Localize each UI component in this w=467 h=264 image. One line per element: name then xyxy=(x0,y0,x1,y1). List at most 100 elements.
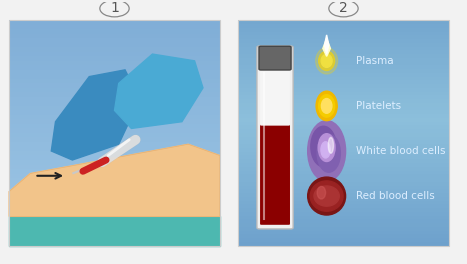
Polygon shape xyxy=(325,35,329,54)
Bar xyxy=(238,125,449,129)
Bar xyxy=(238,80,449,84)
Bar xyxy=(238,77,449,80)
Bar xyxy=(9,47,220,52)
Bar xyxy=(9,29,220,34)
Polygon shape xyxy=(51,70,140,160)
Bar xyxy=(238,219,449,223)
Bar xyxy=(238,107,449,110)
Bar xyxy=(9,88,220,92)
Bar xyxy=(238,69,449,73)
Bar xyxy=(238,24,449,28)
Bar xyxy=(238,73,449,77)
Ellipse shape xyxy=(317,186,325,199)
Bar xyxy=(238,43,449,46)
Bar xyxy=(9,43,220,47)
Bar xyxy=(238,223,449,227)
Text: Plasma: Plasma xyxy=(356,56,394,66)
Bar xyxy=(238,133,449,137)
Bar xyxy=(238,140,449,144)
Bar xyxy=(9,20,220,246)
Ellipse shape xyxy=(318,51,335,70)
Bar xyxy=(238,122,449,125)
Bar xyxy=(238,31,449,35)
Bar xyxy=(9,192,220,196)
Bar xyxy=(238,227,449,231)
Bar xyxy=(9,119,220,124)
Text: 1: 1 xyxy=(110,2,119,16)
Bar xyxy=(238,95,449,99)
Bar xyxy=(9,223,220,228)
Polygon shape xyxy=(114,54,203,129)
Bar xyxy=(238,189,449,193)
Bar xyxy=(9,20,220,25)
Bar xyxy=(9,61,220,65)
Bar xyxy=(9,178,220,182)
Bar xyxy=(238,208,449,212)
Bar xyxy=(9,155,220,160)
Ellipse shape xyxy=(318,95,335,117)
Ellipse shape xyxy=(328,138,333,153)
Bar xyxy=(238,62,449,65)
Bar xyxy=(238,152,449,155)
Bar xyxy=(238,50,449,54)
Bar xyxy=(238,88,449,92)
Bar xyxy=(238,129,449,133)
Bar xyxy=(238,242,449,246)
Bar xyxy=(9,70,220,74)
Bar xyxy=(9,106,220,110)
FancyBboxPatch shape xyxy=(259,46,291,70)
Ellipse shape xyxy=(318,134,335,162)
Bar xyxy=(238,186,449,189)
Ellipse shape xyxy=(317,134,340,172)
Bar xyxy=(9,133,220,138)
Bar xyxy=(238,137,449,140)
Bar xyxy=(9,65,220,70)
Bar xyxy=(238,110,449,114)
Bar xyxy=(9,173,220,178)
Bar xyxy=(9,92,220,97)
Bar xyxy=(238,148,449,152)
Ellipse shape xyxy=(321,54,332,67)
Bar xyxy=(9,74,220,79)
Bar xyxy=(238,65,449,69)
Bar xyxy=(238,167,449,171)
Bar xyxy=(238,92,449,95)
Bar xyxy=(238,234,449,238)
Ellipse shape xyxy=(311,126,336,167)
Text: Red blood cells: Red blood cells xyxy=(356,191,435,201)
Polygon shape xyxy=(9,216,220,246)
Bar xyxy=(9,101,220,106)
Bar xyxy=(9,201,220,205)
FancyBboxPatch shape xyxy=(257,46,293,229)
Bar xyxy=(9,56,220,61)
Bar xyxy=(238,216,449,219)
Bar xyxy=(9,228,220,232)
Bar xyxy=(238,35,449,39)
Bar xyxy=(9,187,220,192)
Text: Platelets: Platelets xyxy=(356,101,401,111)
Bar xyxy=(238,197,449,201)
Text: 2: 2 xyxy=(339,2,348,16)
FancyBboxPatch shape xyxy=(260,124,290,225)
Ellipse shape xyxy=(308,177,346,215)
Bar xyxy=(238,20,449,246)
Bar xyxy=(9,115,220,119)
Bar xyxy=(238,28,449,31)
Bar xyxy=(9,110,220,115)
Bar xyxy=(9,34,220,38)
Bar xyxy=(9,196,220,201)
Ellipse shape xyxy=(321,142,330,158)
Bar xyxy=(238,155,449,159)
Bar xyxy=(238,171,449,174)
Bar xyxy=(238,20,449,24)
Bar xyxy=(9,151,220,155)
Bar xyxy=(9,219,220,223)
Ellipse shape xyxy=(308,121,346,181)
Polygon shape xyxy=(323,38,331,56)
Bar xyxy=(9,232,220,237)
Bar xyxy=(238,174,449,178)
Text: White blood cells: White blood cells xyxy=(356,146,446,156)
Bar xyxy=(238,84,449,88)
Bar xyxy=(238,163,449,167)
Bar xyxy=(238,99,449,103)
